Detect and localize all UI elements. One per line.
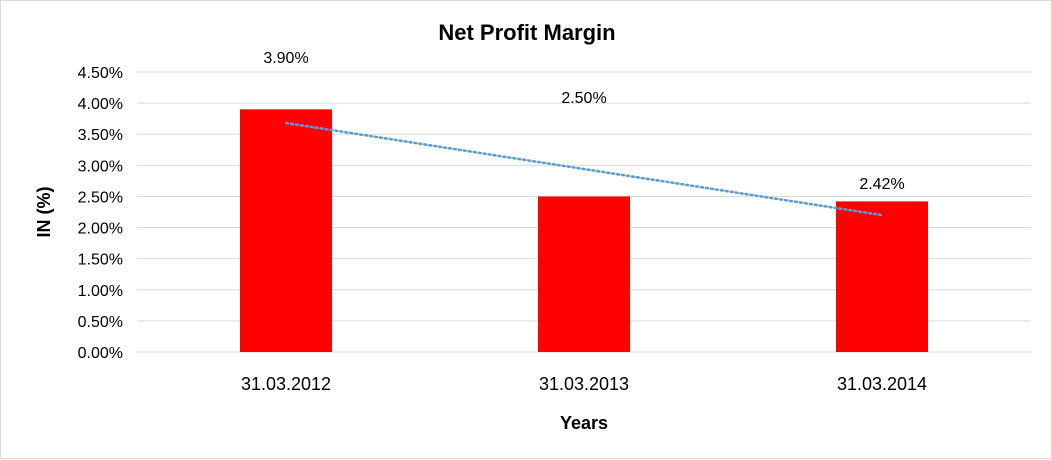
bar xyxy=(538,196,630,352)
bars xyxy=(240,109,928,352)
data-label: 3.90% xyxy=(263,50,308,67)
y-axis-ticks: 0.00% 0.50% 1.00% 1.50% 2.00% 2.50% 3.00% 3.50%… xyxy=(78,65,123,362)
chart-title: Net Profit Margin xyxy=(438,20,615,45)
y-tick-label: 3.50% xyxy=(78,127,123,144)
y-tick-label: 0.50% xyxy=(78,314,123,331)
y-tick-label: 2.50% xyxy=(78,189,123,206)
y-tick-label: 1.00% xyxy=(78,283,123,300)
x-axis-categories: 31.03.2012 31.03.2013 31.03.2014 xyxy=(241,374,927,394)
y-tick-label: 2.00% xyxy=(78,221,123,238)
trendline-path xyxy=(284,121,884,217)
y-tick-label: 4.50% xyxy=(78,65,123,82)
data-label: 2.42% xyxy=(859,176,904,193)
y-tick-label: 4.00% xyxy=(78,96,123,113)
trendline xyxy=(284,121,884,217)
y-tick-label: 3.00% xyxy=(78,158,123,175)
data-label: 2.50% xyxy=(561,90,606,107)
x-category-label: 31.03.2013 xyxy=(539,374,629,394)
y-tick-label: 1.50% xyxy=(78,252,123,269)
bar xyxy=(240,109,332,352)
bar xyxy=(836,201,928,352)
data-labels: 3.90% 2.50% 2.42% xyxy=(263,50,904,193)
x-category-label: 31.03.2012 xyxy=(241,374,331,394)
y-tick-label: 0.00% xyxy=(78,345,123,362)
x-axis-title: Years xyxy=(560,413,608,433)
y-axis-title: IN (%) xyxy=(34,187,54,238)
x-category-label: 31.03.2014 xyxy=(837,374,927,394)
